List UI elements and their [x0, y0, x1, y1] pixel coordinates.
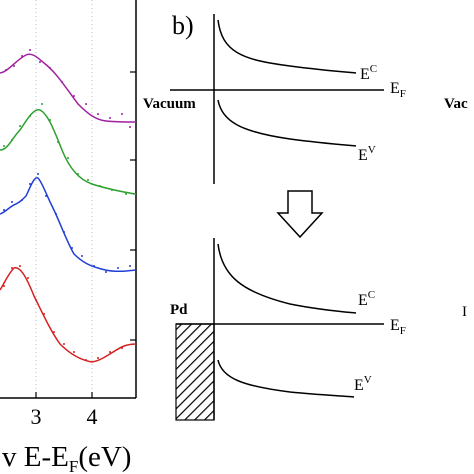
x-axis-label: v E-EF(eV) — [2, 441, 131, 474]
x-axis-label-main: v E-E — [2, 441, 69, 473]
x-axis-label-unit: (eV) — [78, 441, 131, 473]
series-red-points — [3, 265, 123, 361]
series-purple-curve — [0, 53, 137, 123]
top-ev-label: EV — [358, 144, 376, 164]
bottom-ev-sup: V — [364, 374, 372, 386]
bottom-ev-label: EV — [354, 374, 372, 394]
series-purple-points — [5, 49, 131, 128]
series-green-curve — [0, 109, 137, 195]
panel-b-label: b) — [172, 11, 194, 40]
top-valence-band-curve — [217, 99, 357, 147]
top-ev-sup: V — [368, 144, 376, 156]
bottom-ec-main: E — [358, 292, 368, 309]
bottom-ec-sup: C — [368, 289, 375, 301]
top-ec-sup: C — [370, 63, 377, 75]
series-blue-points — [3, 173, 131, 273]
panel-c-fragment: Vac I — [444, 96, 468, 320]
top-ef-label: EF — [390, 80, 406, 100]
top-band-diagram: Vacuum EC EF EV — [143, 14, 406, 184]
bottom-band-diagram: Pd EC EF EV — [170, 238, 406, 421]
series-red-curve — [0, 267, 137, 363]
top-ev-main: E — [358, 147, 368, 164]
top-ef-main: E — [390, 80, 400, 97]
panel-b: b) Vacuum EC EF EV — [143, 11, 406, 421]
series-blue-curve — [0, 177, 137, 273]
bottom-ef-label: EF — [390, 317, 406, 337]
bottom-ec-label: EC — [358, 289, 375, 309]
bottom-valence-band-curve — [217, 359, 355, 398]
top-ec-label: EC — [360, 63, 377, 83]
pd-metal-hatched-region — [175, 323, 215, 421]
x-tick-label-3: 3 — [31, 404, 42, 429]
panel-c-bottom-fragment: I — [462, 304, 467, 320]
top-conduction-band-curve — [217, 19, 357, 74]
top-vacuum-label: Vacuum — [143, 96, 196, 112]
x-axis-label-sub: F — [69, 457, 78, 474]
top-ef-sub: F — [400, 88, 406, 100]
down-arrow-icon — [276, 190, 324, 239]
bottom-ef-main: E — [390, 317, 400, 334]
panel-a: 3 4 v E-EF(eV) — [0, 0, 137, 474]
bottom-ef-sub: F — [400, 325, 406, 337]
pd-label: Pd — [170, 302, 188, 318]
panel-c-vacuum-fragment: Vac — [444, 96, 468, 112]
bottom-ev-main: E — [354, 377, 364, 394]
series-green-points — [3, 103, 127, 195]
top-ec-main: E — [360, 66, 370, 83]
x-tick-label-4: 4 — [87, 404, 98, 429]
bottom-conduction-band-curve — [217, 243, 357, 314]
